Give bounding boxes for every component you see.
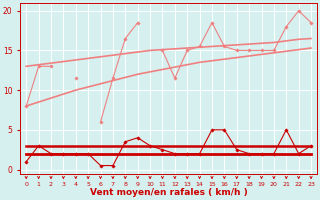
X-axis label: Vent moyen/en rafales ( km/h ): Vent moyen/en rafales ( km/h ) xyxy=(90,188,247,197)
